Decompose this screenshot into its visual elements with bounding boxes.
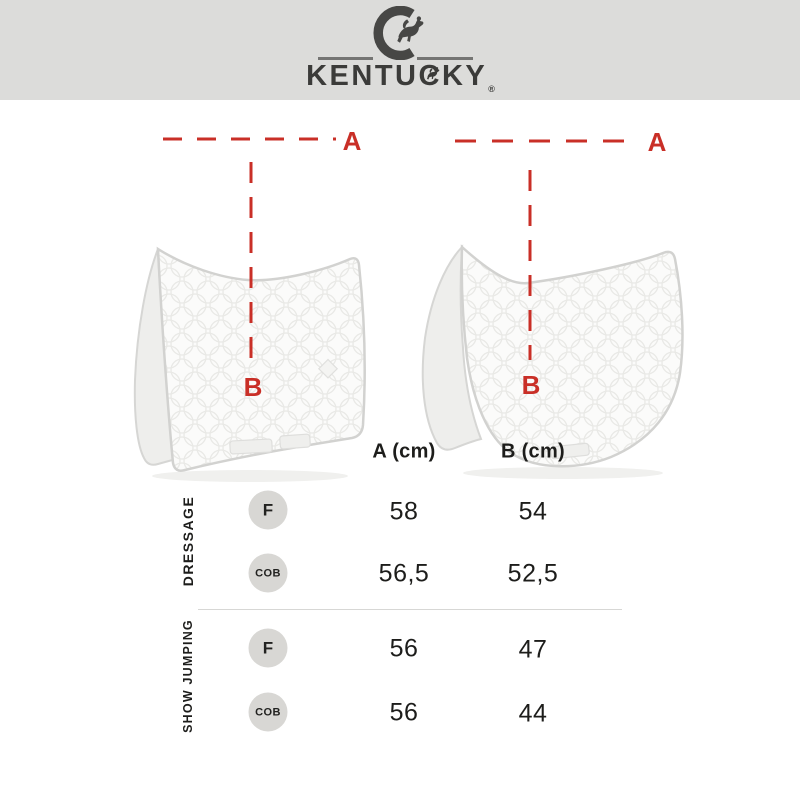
- section-label-dressage: DRESSAGE: [180, 495, 196, 587]
- brand-header: KENTUCKY®: [0, 0, 800, 100]
- pad-back-flap: [421, 244, 483, 451]
- pad-body: [156, 246, 366, 472]
- label-b-jumping: B: [521, 370, 541, 400]
- show-jumping-pad-image: [421, 244, 684, 479]
- pad-shadow: [463, 467, 663, 479]
- velcro-strap: [279, 433, 311, 450]
- value-dressage-cob-a: 56,5: [378, 559, 430, 588]
- table-row: F: [248, 490, 288, 530]
- c-emblem-icon: [373, 6, 424, 60]
- measurement-diagram: [0, 100, 800, 482]
- column-header-a: A (cm): [372, 440, 436, 463]
- table-row: COB: [248, 553, 288, 593]
- label-b-dressage: B: [243, 372, 263, 402]
- size-badge-f: F: [248, 490, 288, 530]
- value-dressage-f-a: 58: [389, 497, 419, 526]
- column-header-b: B (cm): [500, 440, 566, 463]
- size-badge-f: F: [248, 628, 288, 668]
- value-jumping-f-a: 56: [389, 634, 419, 663]
- horse-rider-icon-small: [426, 67, 440, 80]
- value-dressage-f-b: 54: [518, 497, 548, 526]
- kentucky-logo: KENTUCKY®: [0, 0, 800, 100]
- velcro-strap: [229, 438, 273, 455]
- registered-mark: ®: [488, 84, 495, 94]
- label-a-dressage: A: [342, 126, 362, 156]
- logo-patch: [317, 358, 339, 379]
- section-label-show-jumping: SHOW JUMPING: [181, 619, 195, 733]
- value-jumping-f-b: 47: [518, 635, 548, 664]
- logo-rule-left: [318, 57, 373, 60]
- table-row: F: [248, 628, 288, 668]
- value-dressage-cob-b: 52,5: [507, 559, 559, 588]
- pad-shadow: [152, 470, 348, 482]
- value-jumping-cob-a: 56: [389, 698, 419, 727]
- velcro-strap: [550, 442, 590, 460]
- label-a-jumping: A: [647, 127, 667, 157]
- size-badge-cob: COB: [248, 553, 288, 593]
- brand-name-text: KENTUCKY: [306, 60, 488, 92]
- section-divider: [198, 609, 622, 610]
- logo-rule-right: [417, 57, 473, 60]
- brand-name: KENTUCKY®: [306, 60, 495, 94]
- pad-body: [460, 244, 684, 468]
- dressage-pad-image: [133, 246, 366, 482]
- table-row: COB: [248, 692, 288, 732]
- size-badge-cob: COB: [248, 692, 288, 732]
- value-jumping-cob-b: 44: [518, 699, 548, 728]
